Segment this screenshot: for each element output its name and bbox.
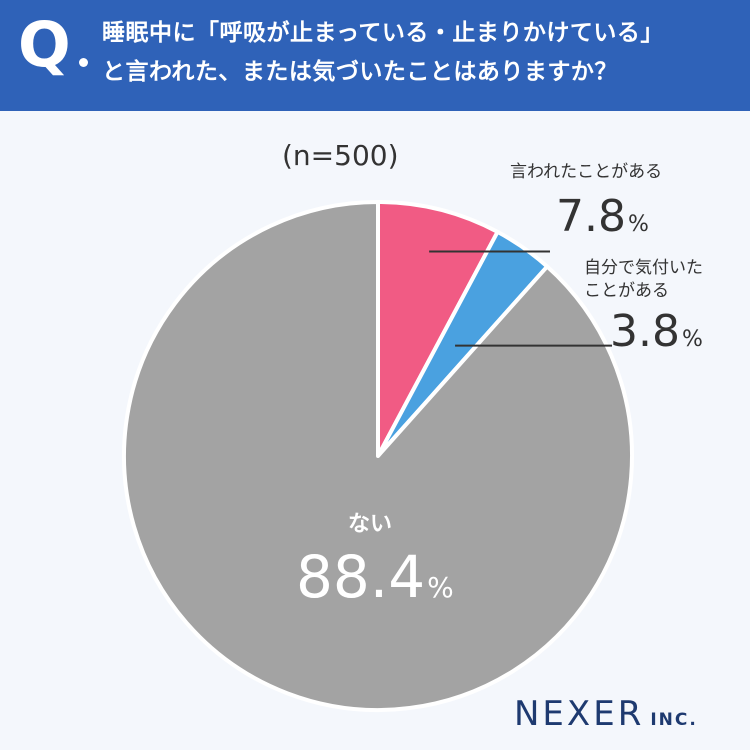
sample-size: (n=500) [282, 139, 399, 172]
value-label-none: 88.4% [296, 548, 454, 606]
value-self-number: 3.8 [610, 306, 680, 357]
brand-name: NEXER [514, 694, 645, 734]
value-told-unit: % [627, 212, 649, 237]
value-label-told: 7.8% [556, 195, 649, 239]
q-dot [79, 58, 88, 67]
legend-label-self-1: 自分で気付いた [584, 258, 703, 278]
value-label-self: 3.8% [610, 310, 703, 354]
pie-slice-told [376, 200, 500, 458]
brand-logo: NEXER INC. [514, 694, 698, 734]
pie-slice-none [122, 200, 634, 712]
brand-suffix: INC. [650, 710, 698, 730]
question-line-1: 睡眠中に「呼吸が止まっている・止まりかけている」 [102, 20, 664, 46]
slice-label-none: ない [348, 512, 393, 537]
q-mark: Q [18, 8, 71, 81]
value-none-unit: % [427, 571, 454, 604]
legend-label-self-2: ことがある [584, 281, 669, 301]
legend-label-told: 言われたことがある [510, 162, 663, 182]
question-header: Q 睡眠中に「呼吸が止まっている・止まりかけている」 と言われた、または気づいた… [0, 0, 750, 111]
value-self-unit: % [681, 327, 703, 352]
value-none-number: 88.4 [296, 543, 426, 611]
question-text: 睡眠中に「呼吸が止まっている・止まりかけている」 と言われた、または気づいたこと… [102, 14, 742, 92]
question-line-2: と言われた、または気づいたことはありますか？ [102, 59, 618, 85]
value-told-number: 7.8 [556, 191, 626, 242]
